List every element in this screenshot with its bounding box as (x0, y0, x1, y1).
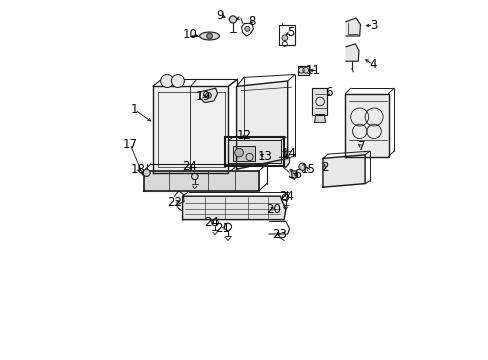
Circle shape (229, 16, 236, 23)
Circle shape (171, 75, 184, 87)
Ellipse shape (199, 32, 219, 40)
Text: 1: 1 (131, 103, 138, 116)
Text: 21: 21 (215, 222, 230, 235)
Polygon shape (322, 155, 365, 187)
Polygon shape (346, 18, 360, 36)
Circle shape (160, 75, 173, 87)
Circle shape (282, 35, 287, 41)
Text: 24: 24 (279, 190, 294, 203)
Text: 15: 15 (301, 163, 315, 176)
Circle shape (205, 93, 211, 98)
Polygon shape (297, 66, 309, 75)
Text: 14: 14 (281, 147, 296, 160)
Circle shape (298, 163, 305, 170)
Polygon shape (345, 94, 387, 157)
Polygon shape (346, 44, 358, 61)
Text: 18: 18 (131, 163, 145, 176)
Text: 3: 3 (369, 19, 376, 32)
Polygon shape (311, 88, 326, 115)
Polygon shape (289, 171, 297, 179)
Text: 20: 20 (265, 203, 280, 216)
Text: 24: 24 (204, 216, 219, 229)
Circle shape (234, 148, 243, 157)
Polygon shape (199, 88, 217, 103)
Bar (279, 25, 295, 45)
Polygon shape (228, 140, 280, 163)
Polygon shape (236, 81, 287, 169)
Circle shape (142, 169, 150, 176)
Text: 9: 9 (216, 9, 224, 22)
Text: 8: 8 (247, 15, 255, 28)
Bar (224, 137, 284, 166)
Text: 19: 19 (195, 90, 210, 103)
Text: 10: 10 (182, 28, 197, 41)
Polygon shape (143, 171, 258, 191)
Circle shape (244, 26, 249, 31)
Polygon shape (279, 157, 289, 167)
Text: 5: 5 (286, 26, 294, 39)
Polygon shape (182, 196, 285, 220)
Text: 12: 12 (237, 129, 251, 142)
Text: 2: 2 (320, 161, 327, 174)
Text: 24: 24 (182, 160, 197, 173)
Polygon shape (152, 86, 228, 173)
Text: 4: 4 (369, 58, 376, 71)
Text: 17: 17 (122, 138, 137, 150)
Circle shape (206, 33, 212, 39)
Text: 6: 6 (325, 86, 332, 99)
Text: 13: 13 (257, 150, 271, 163)
Text: 11: 11 (305, 64, 321, 77)
Text: 22: 22 (166, 196, 182, 209)
Text: 23: 23 (272, 228, 286, 241)
Text: 7: 7 (357, 140, 365, 153)
Text: 16: 16 (287, 168, 303, 181)
Polygon shape (314, 114, 325, 122)
Bar (232, 146, 254, 161)
